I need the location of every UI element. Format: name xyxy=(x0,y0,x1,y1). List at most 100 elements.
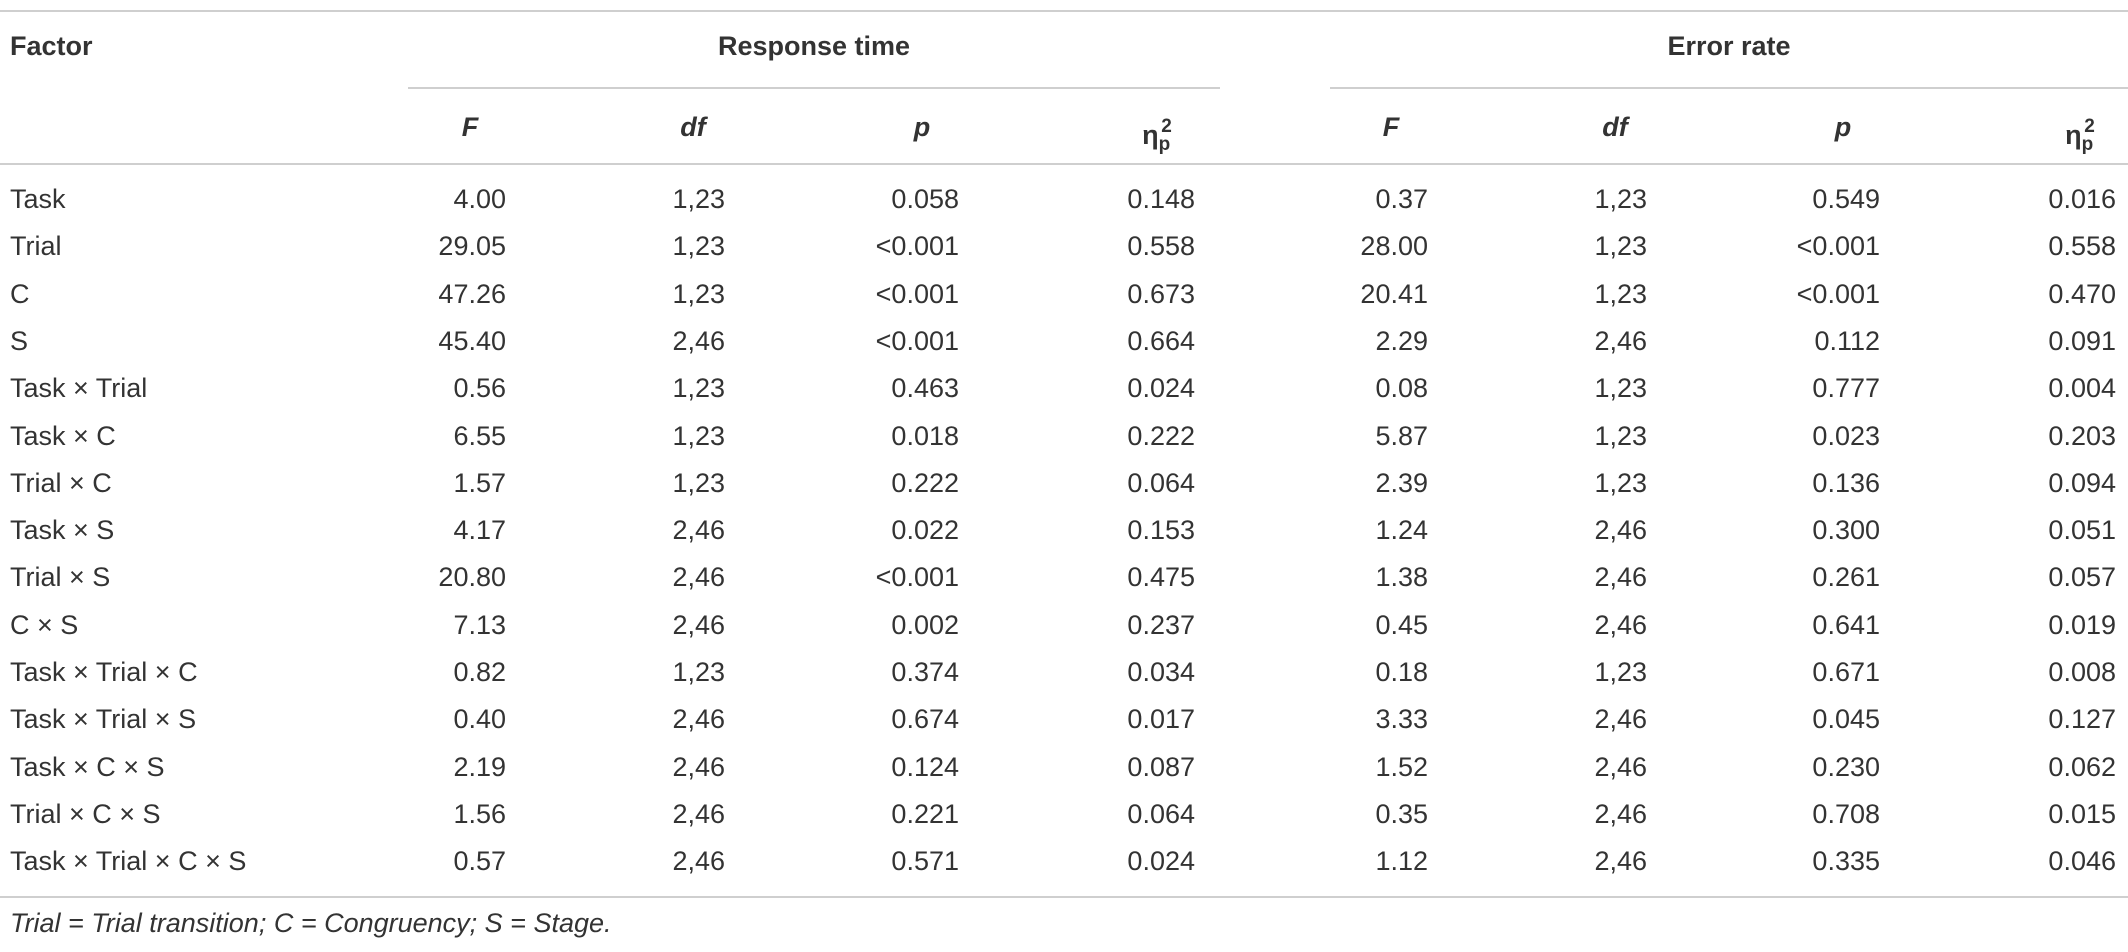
cell-rt-df: 1,23 xyxy=(672,373,725,403)
cell-rt-df: 2,46 xyxy=(672,799,725,829)
cell-rt-df: 1,23 xyxy=(672,421,725,451)
cell-er-p: 0.023 xyxy=(1812,421,1880,451)
cell-er-df: 2,46 xyxy=(1594,704,1647,734)
cell-er-f: 5.87 xyxy=(1375,421,1428,451)
cell-er-p: 0.112 xyxy=(1814,326,1880,356)
table-footnote: Trial = Trial transition; C = Congruency… xyxy=(10,908,612,938)
factor-cell: Task × Trial × S xyxy=(10,704,197,734)
factor-cell: Trial xyxy=(10,231,62,261)
cell-rt-df: 1,23 xyxy=(672,184,725,214)
cell-er-df: 1,23 xyxy=(1594,657,1647,687)
cell-er-eta: 0.558 xyxy=(2048,231,2116,261)
subheader-subscript: p xyxy=(2081,134,2094,155)
cell-rt-p: <0.001 xyxy=(875,326,959,356)
factor-header: Factor xyxy=(10,31,93,61)
factor-cell: Task × C × S xyxy=(10,752,165,782)
cell-er-f: 0.37 xyxy=(1375,184,1428,214)
cell-rt-eta: 0.153 xyxy=(1127,515,1195,545)
factor-cell: S xyxy=(10,326,29,356)
cell-rt-eta: 0.237 xyxy=(1127,610,1195,640)
cell-rt-df: 2,46 xyxy=(672,610,725,640)
cell-er-f: 1.52 xyxy=(1375,752,1428,782)
cell-rt-eta: 0.024 xyxy=(1127,373,1195,403)
cell-rt-p: 0.674 xyxy=(891,704,959,734)
factor-cell: Task × Trial xyxy=(10,373,148,403)
cell-er-p: 0.777 xyxy=(1812,373,1880,403)
subheader-subscript: p xyxy=(1158,134,1171,155)
header-rule xyxy=(0,163,2128,165)
cell-rt-df: 1,23 xyxy=(672,279,725,309)
cell-rt-eta: 0.024 xyxy=(1127,846,1195,876)
cell-er-eta: 0.015 xyxy=(2048,799,2116,829)
cell-er-df: 2,46 xyxy=(1594,326,1647,356)
cell-er-f: 2.39 xyxy=(1375,468,1428,498)
cell-rt-f: 0.40 xyxy=(453,704,506,734)
cell-rt-p: 0.221 xyxy=(891,799,959,829)
subheader-rt-eta: ηp2 xyxy=(1097,110,1217,162)
response-time-underline xyxy=(408,87,1220,89)
cell-rt-df: 1,23 xyxy=(672,657,725,687)
cell-rt-f: 20.80 xyxy=(438,562,506,592)
factor-cell: Task xyxy=(10,184,66,214)
subheader-er-p: p xyxy=(1783,110,1903,144)
cell-er-eta: 0.094 xyxy=(2048,468,2116,498)
cell-er-df: 1,23 xyxy=(1594,279,1647,309)
cell-rt-eta: 0.017 xyxy=(1127,704,1195,734)
cell-rt-eta: 0.064 xyxy=(1127,799,1195,829)
cell-er-eta: 0.203 xyxy=(2048,421,2116,451)
top-rule xyxy=(0,10,2128,12)
cell-er-df: 2,46 xyxy=(1594,610,1647,640)
subheader-symbol: df xyxy=(680,112,706,142)
cell-er-eta: 0.091 xyxy=(2048,326,2116,356)
cell-er-f: 20.41 xyxy=(1360,279,1428,309)
cell-er-eta: 0.470 xyxy=(2048,279,2116,309)
subheader-er-df: df xyxy=(1555,110,1675,144)
cell-rt-f: 1.56 xyxy=(453,799,506,829)
cell-er-eta: 0.062 xyxy=(2048,752,2116,782)
cell-er-df: 2,46 xyxy=(1594,562,1647,592)
cell-er-f: 3.33 xyxy=(1375,704,1428,734)
cell-rt-f: 0.57 xyxy=(453,846,506,876)
cell-rt-eta: 0.664 xyxy=(1127,326,1195,356)
cell-er-eta: 0.046 xyxy=(2048,846,2116,876)
cell-rt-eta: 0.558 xyxy=(1127,231,1195,261)
factor-cell: Trial × C × S xyxy=(10,799,161,829)
cell-er-f: 28.00 xyxy=(1360,231,1428,261)
factor-cell: Task × Trial × C xyxy=(10,657,198,687)
cell-er-f: 1.12 xyxy=(1375,846,1428,876)
subheader-symbol: η xyxy=(2065,120,2082,150)
cell-rt-f: 2.19 xyxy=(453,752,506,782)
cell-er-df: 1,23 xyxy=(1594,421,1647,451)
cell-rt-eta: 0.064 xyxy=(1127,468,1195,498)
cell-er-df: 1,23 xyxy=(1594,231,1647,261)
cell-rt-f: 1.57 xyxy=(453,468,506,498)
cell-rt-df: 2,46 xyxy=(672,846,725,876)
cell-rt-p: 0.018 xyxy=(891,421,959,451)
cell-rt-p: 0.022 xyxy=(891,515,959,545)
subheader-symbol: F xyxy=(461,112,479,142)
subheader-superscript: 2 xyxy=(2084,116,2095,137)
cell-rt-p: 0.463 xyxy=(891,373,959,403)
cell-er-p: 0.045 xyxy=(1812,704,1880,734)
cell-er-p: 0.300 xyxy=(1812,515,1880,545)
cell-rt-df: 1,23 xyxy=(672,231,725,261)
cell-rt-p: <0.001 xyxy=(875,231,959,261)
cell-er-p: 0.261 xyxy=(1812,562,1880,592)
cell-er-f: 0.08 xyxy=(1375,373,1428,403)
subheader-rt-p: p xyxy=(862,110,982,144)
cell-er-df: 2,46 xyxy=(1594,846,1647,876)
subheader-er-eta: ηp2 xyxy=(2020,110,2128,162)
subheader-symbol: p xyxy=(1834,112,1852,142)
cell-rt-f: 6.55 xyxy=(453,421,506,451)
cell-er-f: 0.45 xyxy=(1375,610,1428,640)
cell-er-p: 0.549 xyxy=(1812,184,1880,214)
factor-cell: Trial × C xyxy=(10,468,112,498)
cell-er-p: 0.671 xyxy=(1812,657,1880,687)
cell-er-p: 0.641 xyxy=(1812,610,1880,640)
cell-er-p: <0.001 xyxy=(1796,231,1880,261)
cell-rt-df: 2,46 xyxy=(672,515,725,545)
error-rate-header: Error rate xyxy=(1667,31,1791,61)
cell-er-p: 0.708 xyxy=(1812,799,1880,829)
cell-rt-p: 0.124 xyxy=(891,752,959,782)
